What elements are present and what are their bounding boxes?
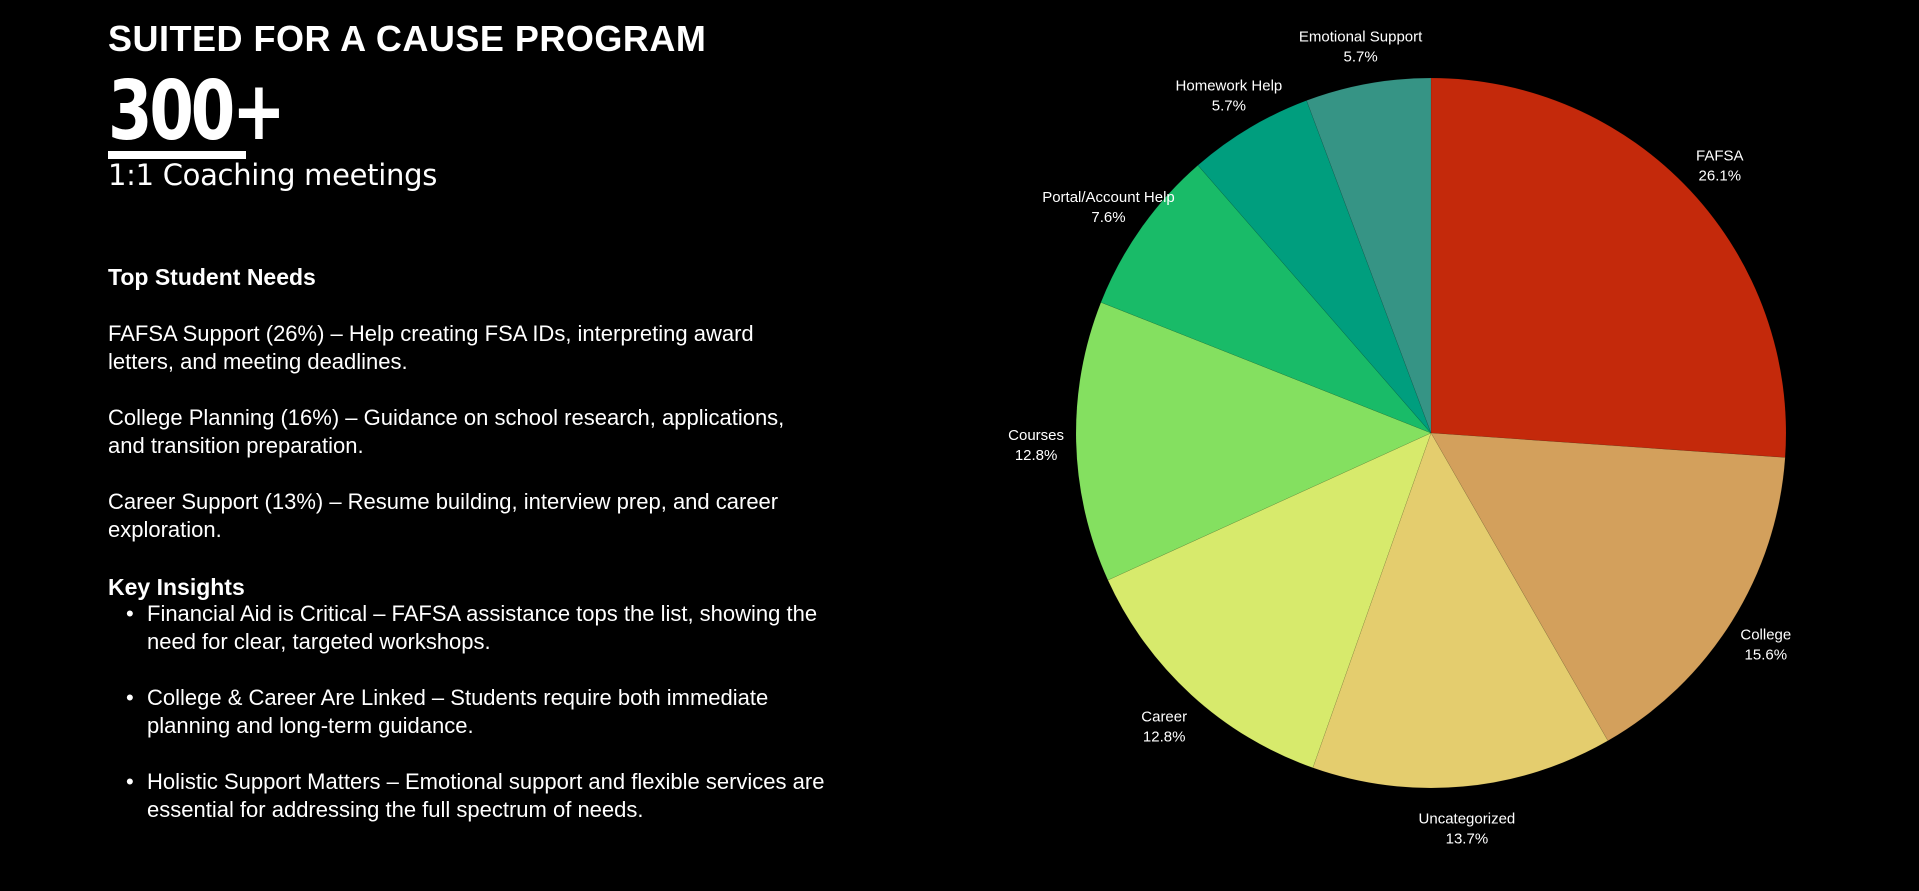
insights-list: • Financial Aid is Critical – FAFSA assis… [108, 600, 837, 852]
needs-heading: Top Student Needs [108, 264, 316, 290]
need-item-career: Career Support (13%) – Resume building, … [108, 489, 779, 542]
slice-category-label: Emotional Support [1299, 28, 1423, 45]
pie-slice-uncategorized [1312, 432, 1609, 789]
slice-percent-label: 7.6% [1091, 209, 1125, 226]
slice-percent-label: 15.6% [1745, 647, 1788, 664]
slice-label-portal-account-help: Portal/Account Help 7.6% [1042, 189, 1175, 226]
slice-label-college: College 15.6% [1740, 627, 1791, 664]
slice-label-emotional-support: Emotional Support 5.7% [1299, 28, 1423, 65]
pie-slice-homework-help [1197, 100, 1432, 434]
insight-text: Holistic Support Matters – Emotional sup… [147, 769, 825, 822]
list-item: • Financial Aid is Critical – FAFSA assis… [126, 601, 818, 654]
insight-text: Financial Aid is Critical – FAFSA assist… [147, 601, 818, 654]
slice-label-homework-help: Homework Help 5.7% [1176, 78, 1283, 115]
pie-slice-portal-account-help [1100, 164, 1432, 434]
slice-percent-label: 12.8% [1143, 728, 1186, 745]
slice-label-fafsa: FAFSA 26.1% [1696, 148, 1744, 185]
meetings-count: 300+ [108, 64, 286, 159]
slice-percent-label: 26.1% [1699, 168, 1742, 185]
slice-percent-label: 13.7% [1446, 830, 1489, 847]
insight-text: College & Career Are Linked – Students r… [147, 685, 769, 738]
list-item: • College & Career Are Linked – Students … [126, 685, 769, 738]
pie-slice-emotional-support [1306, 77, 1432, 434]
slice-label-courses: Courses 12.8% [1008, 427, 1064, 464]
slice-percent-label: 5.7% [1212, 98, 1246, 115]
pie-slice-career [1107, 432, 1432, 769]
need-item-college: College Planning (16%) – Guidance on sch… [108, 405, 785, 458]
page-title: SUITED FOR A CAUSE PROGRAM [108, 18, 707, 59]
slice-percent-label: 12.8% [1015, 447, 1058, 464]
pie-slice-courses [1075, 301, 1432, 581]
slice-category-label: Career [1141, 708, 1187, 725]
need-item-fafsa: FAFSA Support (26%) – Help creating FSA … [108, 321, 754, 374]
slice-category-label: College [1740, 627, 1791, 644]
slice-category-label: Portal/Account Help [1042, 189, 1175, 206]
slice-category-label: Uncategorized [1419, 810, 1516, 827]
slice-category-label: FAFSA [1696, 148, 1744, 165]
insights-heading: Key Insights [108, 574, 245, 600]
meetings-label: 1:1 Coaching meetings [108, 158, 437, 192]
stat-underline [108, 151, 246, 159]
slice-percent-label: 5.7% [1343, 48, 1377, 65]
list-item: • Holistic Support Matters – Emotional su… [126, 769, 825, 822]
slice-category-label: Homework Help [1176, 78, 1283, 95]
slice-label-uncategorized: Uncategorized 13.7% [1419, 810, 1516, 847]
slice-label-career: Career 12.8% [1141, 708, 1187, 745]
pie-slice-college [1430, 432, 1786, 742]
slice-category-label: Courses [1008, 427, 1064, 444]
pie-slice-fafsa [1430, 77, 1787, 458]
